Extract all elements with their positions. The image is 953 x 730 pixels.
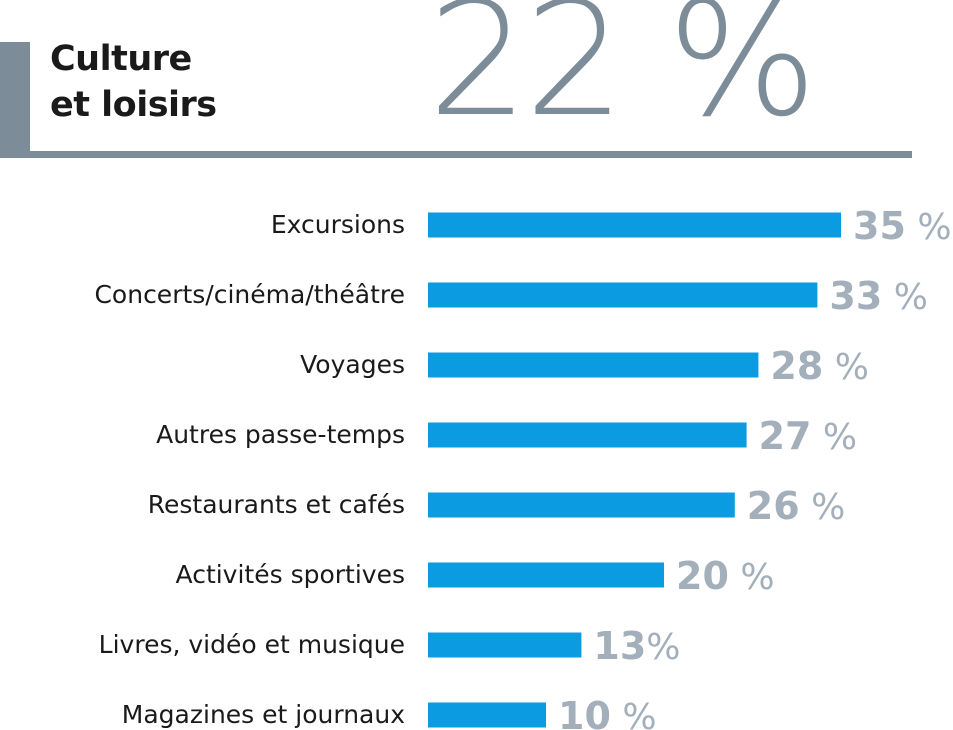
data-label-number: 28 xyxy=(770,344,823,388)
data-label-unit: % xyxy=(611,697,657,730)
data-label: 35 % xyxy=(853,204,952,248)
section-title-line-1: Culture xyxy=(50,39,192,79)
category-label: Magazines et journaux xyxy=(122,700,405,729)
data-label: 13% xyxy=(593,624,680,668)
data-label-unit: % xyxy=(729,557,775,598)
header-accent-bar xyxy=(0,42,30,158)
data-label-number: 10 xyxy=(558,694,611,730)
data-label-unit: % xyxy=(646,627,680,668)
category-label: Excursions xyxy=(271,210,405,239)
data-label: 26 % xyxy=(747,484,846,528)
data-label-unit: % xyxy=(800,487,846,528)
section-title: Culture et loisirs xyxy=(50,36,350,128)
data-label-number: 13 xyxy=(593,624,646,668)
data-label-unit: % xyxy=(882,277,928,318)
data-label-unit: % xyxy=(811,417,857,458)
data-label: 10 % xyxy=(558,694,657,730)
data-label: 33 % xyxy=(829,274,928,318)
bar xyxy=(428,702,546,728)
data-label-number: 20 xyxy=(676,554,729,598)
data-label-number: 35 xyxy=(853,204,906,248)
bar xyxy=(428,492,735,518)
category-label: Concerts/cinéma/théâtre xyxy=(94,280,405,309)
category-label: Autres passe-temps xyxy=(156,420,405,449)
section-total-value: 22 % xyxy=(428,0,817,152)
data-label: 28 % xyxy=(770,344,869,388)
bar xyxy=(428,212,841,238)
data-label-unit: % xyxy=(823,347,869,388)
section-title-line-2: et loisirs xyxy=(50,85,217,125)
bar xyxy=(428,562,664,588)
category-label: Livres, vidéo et musique xyxy=(99,630,405,659)
category-label: Restaurants et cafés xyxy=(148,490,405,519)
data-label-number: 27 xyxy=(759,414,812,458)
category-label: Activités sportives xyxy=(176,560,405,589)
data-label-unit: % xyxy=(906,207,952,248)
bar xyxy=(428,632,582,658)
data-label-number: 33 xyxy=(829,274,882,318)
header-divider xyxy=(30,151,912,158)
bar xyxy=(428,422,747,448)
bar xyxy=(428,282,818,308)
data-label-number: 26 xyxy=(747,484,800,528)
data-label: 20 % xyxy=(676,554,775,598)
data-label: 27 % xyxy=(759,414,858,458)
bar xyxy=(428,352,759,378)
category-label: Voyages xyxy=(300,350,405,379)
